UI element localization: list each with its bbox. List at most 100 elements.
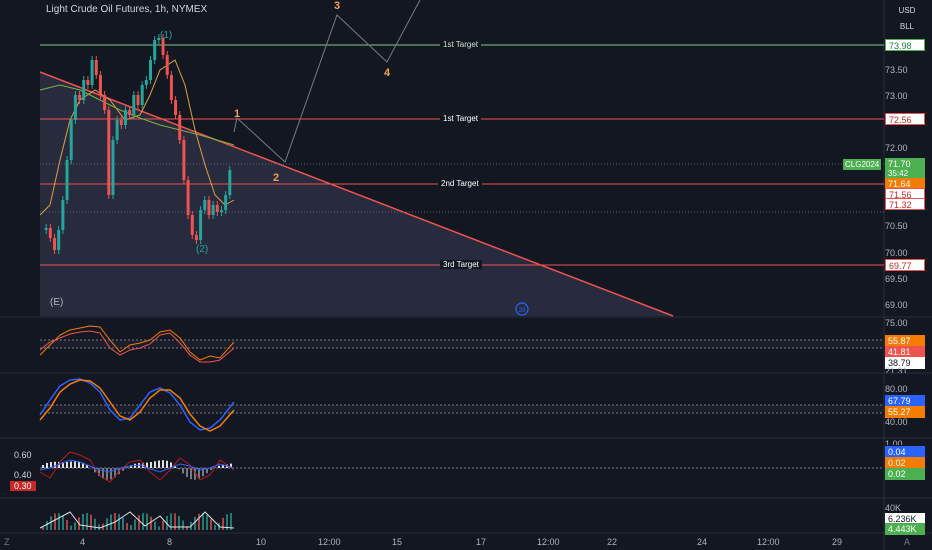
pane2-tag-1: 67.79 (885, 395, 925, 407)
candle (203, 200, 207, 210)
histogram-bar (210, 468, 212, 471)
candlestick-series[interactable] (44, 34, 232, 254)
candle (136, 95, 140, 105)
pane4-volume-ma (39, 511, 235, 529)
pane3-left-tag: 0.30 (10, 481, 36, 491)
candle (224, 195, 228, 210)
time-axis-label: 22 (607, 537, 618, 547)
volume-bar (214, 524, 216, 530)
volume-bar (70, 525, 72, 530)
candle (61, 200, 65, 230)
histogram-bar (110, 468, 112, 480)
pane3-tag-2: 0.02 (885, 457, 925, 469)
volume-bar (90, 514, 92, 530)
pane1-tag-3: 38.79 (885, 357, 925, 369)
last-price-tag: 71.70 (885, 158, 925, 170)
time-axis-label: 8 (167, 537, 173, 547)
volume-bar (118, 514, 120, 530)
time-axis-label: 4 (80, 537, 86, 547)
candle (140, 85, 144, 105)
pane1-band (40, 340, 884, 348)
price-axis-label: 70.50 (885, 221, 908, 231)
candle (228, 170, 232, 195)
histogram-bar (50, 461, 52, 468)
volume-bar (74, 522, 76, 530)
histogram-bar (130, 465, 132, 468)
wave-label-green-2: (2) (196, 244, 209, 255)
pane2-series-blue (39, 378, 235, 431)
candle (78, 95, 82, 100)
candle (165, 55, 169, 75)
candle (57, 230, 61, 250)
candle (182, 140, 186, 180)
price-axis-label: 70.00 (885, 248, 908, 258)
pane3-series-red (39, 451, 235, 483)
wave-label-4: 4 (384, 67, 391, 79)
pane4-tag-2: 4.443K (885, 523, 925, 535)
histogram-bar (178, 468, 180, 470)
volume-bar (170, 513, 172, 530)
moving-average-fast (39, 59, 235, 216)
timezone-toggle[interactable]: Z (4, 537, 10, 547)
candle (153, 40, 157, 60)
histogram-bar (150, 462, 152, 468)
candle (169, 75, 173, 100)
volume-bar (50, 516, 52, 530)
time-axis-label: 12:00 (318, 537, 341, 547)
candle (132, 95, 136, 115)
volume-bar (130, 525, 132, 530)
volume-bar (126, 522, 128, 530)
candle (103, 95, 107, 110)
candle (44, 228, 48, 230)
histogram-bar (86, 465, 88, 468)
target-label-3: 2nd Target (438, 179, 482, 188)
histogram-bar (82, 462, 84, 468)
candle (194, 235, 198, 240)
wave-label-2: 2 (273, 172, 280, 184)
time-axis-label: 17 (476, 537, 487, 547)
candle (207, 200, 211, 215)
price-axis-label: 69.00 (885, 300, 908, 310)
volume-bar (206, 515, 208, 530)
histogram-bar (58, 461, 60, 468)
descending-trendline[interactable] (39, 71, 674, 317)
candle (111, 140, 115, 195)
pane3-axis-top: 1.00 (885, 439, 903, 445)
volume-bar (46, 521, 48, 530)
histogram-bar (202, 468, 204, 477)
histogram-bar (106, 468, 108, 480)
volume-bar (110, 514, 112, 530)
calendar-icon-glyph: 29 (519, 308, 526, 314)
histogram-bar (162, 460, 164, 468)
candle (157, 38, 161, 40)
histogram-bar (74, 461, 76, 468)
calendar-icon[interactable] (515, 302, 529, 316)
wave-projection[interactable] (233, 0, 421, 163)
volume-bar (158, 526, 160, 530)
wave-label-1: 1 (234, 108, 241, 120)
volume-bar (174, 513, 176, 530)
target-label-1: 1st Target (440, 40, 481, 49)
histogram-bar (194, 468, 196, 480)
price-axis-label: 73.50 (885, 65, 908, 75)
histogram-bar (62, 462, 64, 468)
auto-scale-toggle[interactable]: A (904, 537, 911, 547)
volume-bar (106, 518, 108, 530)
volume-bar (162, 520, 164, 530)
volume-bar (146, 513, 148, 530)
time-axis-label: 24 (697, 537, 708, 547)
volume-bar (194, 516, 196, 530)
candle (119, 120, 123, 125)
candle (149, 60, 153, 80)
histogram-bar (218, 465, 220, 468)
pane3-tag-1: 0.04 (885, 446, 925, 458)
pane2-band (40, 405, 884, 413)
volume-bar (62, 515, 64, 530)
histogram-bar (54, 461, 56, 468)
pane3-histogram (42, 460, 232, 480)
pane2-tag-2: 55.27 (885, 406, 925, 418)
unit-button[interactable]: BLL (899, 22, 915, 31)
wave-label-green-1: (1) (160, 30, 173, 41)
currency-button[interactable]: USD (898, 6, 916, 15)
